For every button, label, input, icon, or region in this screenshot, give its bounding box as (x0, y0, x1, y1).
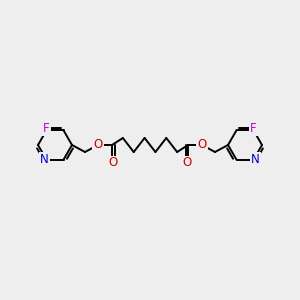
Text: O: O (182, 157, 192, 169)
Text: O: O (93, 139, 103, 152)
Text: O: O (108, 157, 118, 169)
Text: F: F (43, 122, 50, 135)
Text: O: O (197, 139, 207, 152)
Text: N: N (40, 153, 49, 166)
Text: F: F (250, 122, 257, 135)
Text: N: N (251, 153, 260, 166)
